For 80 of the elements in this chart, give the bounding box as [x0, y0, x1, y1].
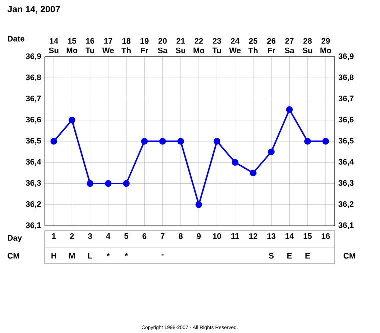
x-tick-label: 15 [304, 234, 312, 240]
y-tick-label: 36,5 [26, 138, 42, 145]
y-tick-label: 36,4 [26, 159, 42, 166]
x2-tick-label: 28 Su [302, 38, 312, 54]
x2-tick-label: 21 Su [176, 38, 186, 54]
point [286, 106, 294, 114]
x-tick-label: 6 [142, 234, 147, 240]
y2-tick-label: 36,4 [338, 159, 354, 166]
point [232, 159, 239, 166]
x2-tick-label: 29 Mo [320, 38, 332, 54]
y2-tick-label: 36,1 [338, 222, 354, 230]
text: E [288, 253, 292, 259]
point [214, 138, 221, 145]
x-tick-label: 3 [88, 234, 92, 240]
point [178, 138, 184, 145]
point [105, 180, 112, 188]
text: L [88, 253, 93, 259]
y2-tick-label: 36,3 [338, 180, 354, 188]
x2-tick-label: 19 Fr [140, 38, 149, 54]
text: CM [344, 253, 356, 259]
y2-tick-label: 36,9 [338, 54, 354, 60]
x-tick-label: 9 [197, 234, 201, 240]
x2-tick-label: 17 We [102, 38, 114, 54]
text: E [306, 253, 310, 259]
point [141, 138, 148, 145]
text: M [69, 253, 75, 259]
text: - [162, 254, 164, 256]
y2-tick-label: 36,6 [338, 116, 354, 124]
point [159, 138, 166, 145]
point [123, 180, 130, 188]
x-tick-label: 5 [124, 234, 129, 240]
y2-tick-label: 36,8 [338, 74, 354, 82]
point [268, 148, 275, 156]
x2-tick-label: 14 Su [49, 38, 59, 54]
x2-tick-label: 25 Th [248, 38, 258, 54]
x2-axis-title: Date [8, 36, 25, 42]
x-tick-label: 12 [249, 234, 258, 240]
y-tick-label: 36,2 [26, 201, 42, 208]
x-tick-label: 11 [232, 234, 240, 240]
x2-tick-label: 23 Tu [212, 38, 222, 54]
x-tick-label: 10 [213, 234, 222, 240]
text: * [106, 253, 110, 256]
x-tick-label: 7 [160, 234, 165, 240]
text: S [269, 253, 274, 259]
x2-tick-label: 15 Mo [66, 38, 78, 54]
y-tick-label: 36,8 [26, 74, 42, 82]
y-tick-label: 36,7 [26, 96, 42, 103]
x-tick-label: 1 [52, 234, 56, 240]
text: CM [8, 253, 20, 259]
point [86, 180, 94, 188]
x-axis-title: Day [8, 235, 22, 243]
x2-tick-label: 20 Sa [158, 38, 168, 54]
text: H [52, 253, 56, 259]
y2-tick-label: 36,7 [338, 96, 354, 103]
text: * [125, 253, 128, 256]
y-tick-label: 36,9 [26, 54, 42, 60]
point [50, 138, 58, 145]
x-tick-label: 16 [322, 234, 330, 240]
x-tick-label: 8 [178, 234, 183, 240]
point [304, 138, 312, 145]
y-tick-label: 36,6 [26, 116, 42, 124]
x2-tick-label: 18 Th [122, 38, 131, 54]
x-tick-label: 2 [70, 234, 74, 240]
chart-title: Jan 14, 2007 [8, 6, 60, 14]
y-tick-label: 36,1 [26, 222, 42, 230]
y2-tick-label: 36,5 [338, 138, 354, 145]
y2-tick-label: 36,2 [338, 201, 354, 208]
point [250, 170, 257, 177]
x2-tick-label: 26 Fr [267, 38, 276, 54]
x-tick-label: 13 [268, 234, 276, 240]
x2-tick-label: 24 We [229, 38, 241, 54]
point [68, 117, 76, 124]
x-tick-label: 14 [286, 234, 294, 240]
point [196, 202, 202, 208]
x-tick-label: 4 [106, 234, 111, 240]
y-tick-label: 36,3 [26, 180, 42, 188]
x2-tick-label: 16 Tu [86, 38, 94, 54]
x2-tick-label: 27 Sa [285, 38, 295, 54]
point [322, 138, 330, 145]
x2-tick-label: 22 Mo [194, 38, 205, 54]
